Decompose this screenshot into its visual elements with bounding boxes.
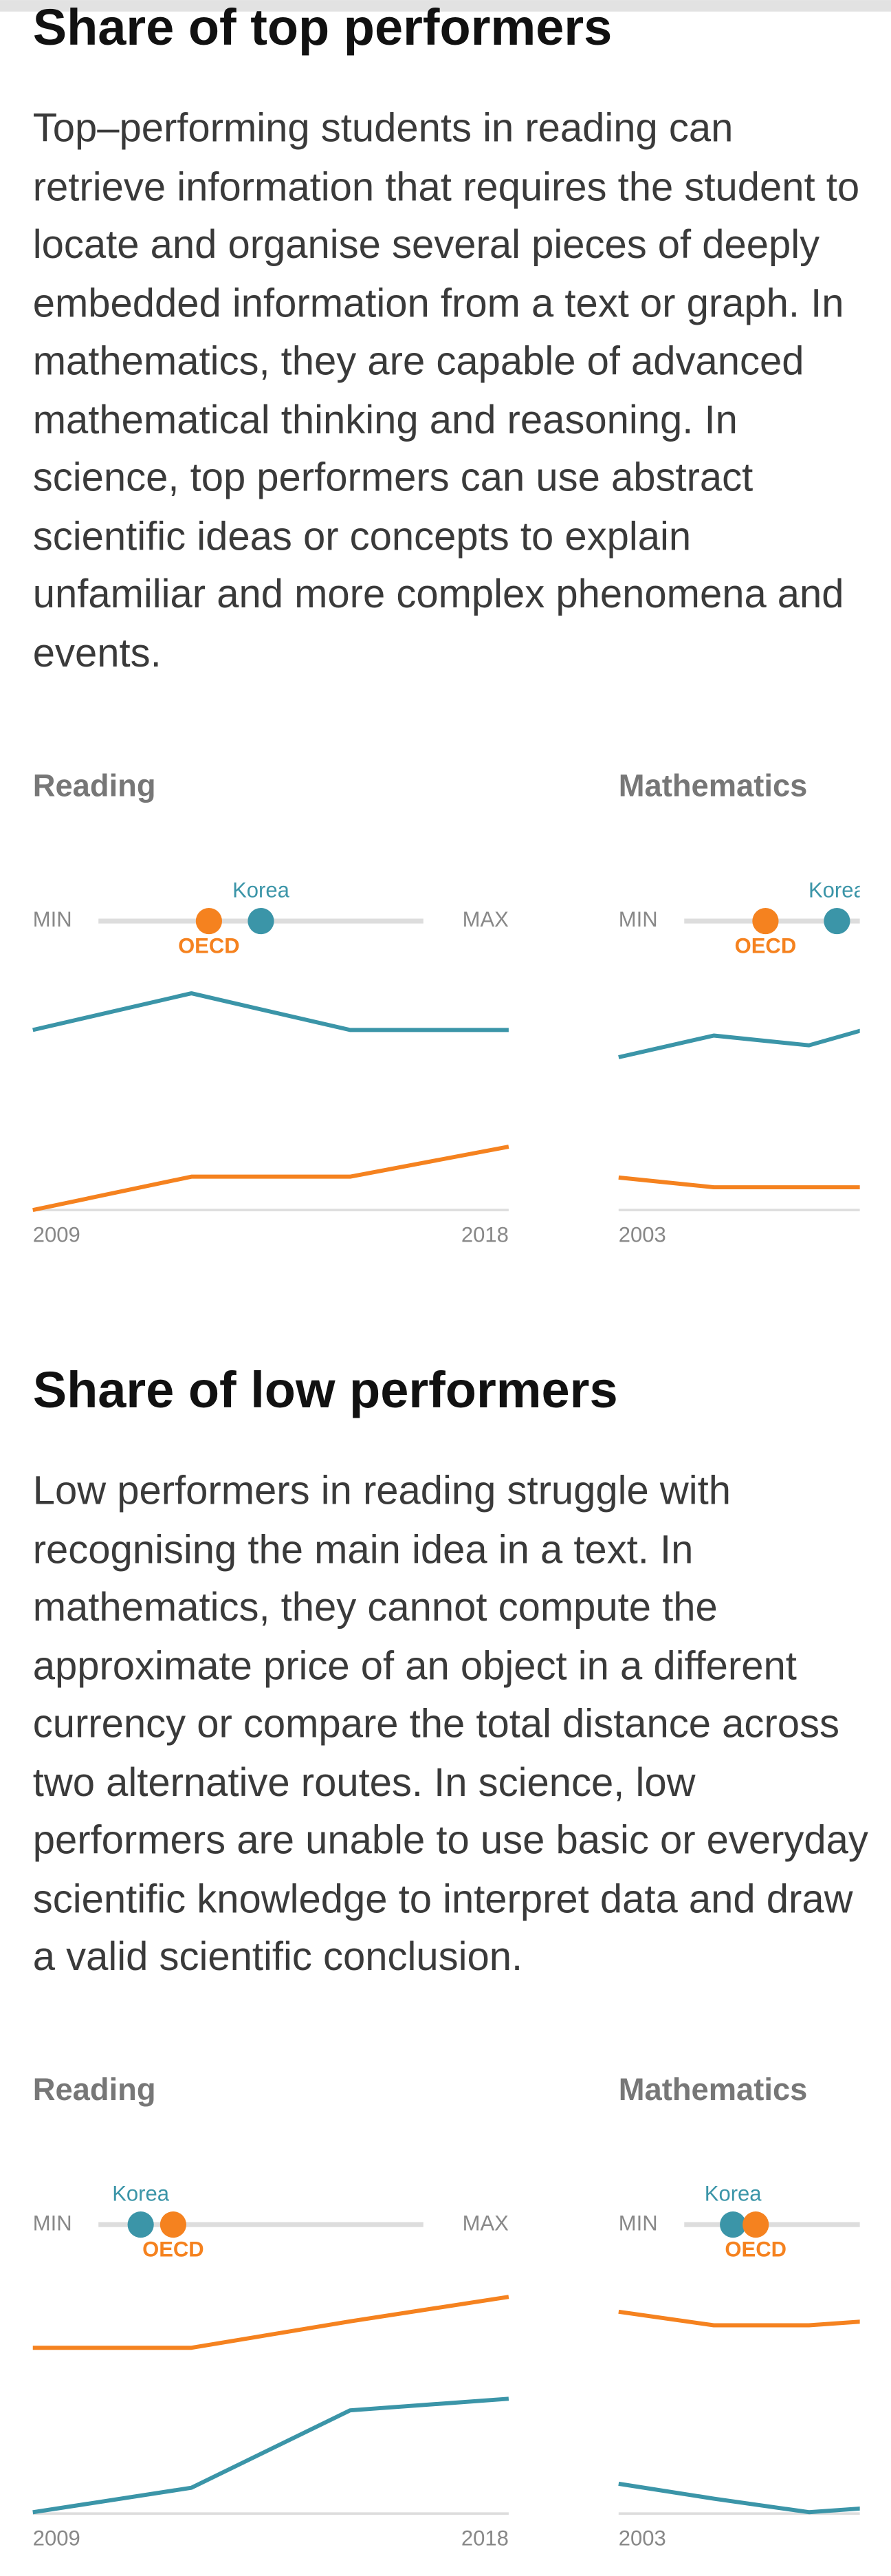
series-line: [618, 1028, 860, 1059]
chart-subject: Reading: [33, 2072, 156, 2107]
marker-dot: [160, 2211, 186, 2238]
series-line: [32, 1145, 509, 1213]
chart-subject: Mathematics: [619, 768, 808, 803]
marker-label: OECD: [178, 933, 240, 957]
series-line: [32, 991, 509, 1032]
chart: Reading MIN MAX Korea OECD 2009 2018: [32, 768, 509, 1247]
chart-subject: Mathematics: [619, 2072, 808, 2107]
chart: Mathematics MIN Korea OECD 2003: [618, 768, 866, 1247]
x-tick-label: 2018: [461, 2526, 509, 2551]
x-tick-label: 2003: [619, 1223, 666, 1247]
min-label: MIN: [619, 2211, 658, 2235]
paragraph-box: Low performers in reading struggle with …: [32, 1469, 868, 1980]
marker-label: Korea: [705, 2181, 762, 2205]
series-line: [32, 2295, 509, 2350]
x-tick-label: 2003: [619, 2526, 666, 2551]
series-line: [618, 2309, 860, 2328]
x-tick-label: 2009: [33, 2526, 80, 2551]
chart: Mathematics MIN Korea OECD 2003: [618, 2072, 860, 2551]
series-line: [618, 2481, 860, 2515]
top-bar: [0, 0, 891, 12]
max-label: MAX: [463, 907, 509, 931]
chart-subject: Reading: [33, 768, 156, 803]
paragraph: Low performers in reading struggle with …: [32, 1469, 868, 1980]
marker-label: OECD: [142, 2238, 204, 2262]
marker-dot: [195, 907, 222, 935]
series-line: [618, 1175, 860, 1190]
marker-dot: [248, 907, 274, 935]
marker-dot: [824, 907, 850, 935]
paragraph-box: Top–performing students in reading can r…: [32, 107, 860, 676]
chart: Reading MIN MAX Korea OECD 2009 2018: [32, 2072, 509, 2551]
x-tick-label: 2009: [33, 1223, 80, 1247]
marker-label: Korea: [808, 878, 866, 902]
marker-label: OECD: [725, 2238, 786, 2262]
marker-dot: [752, 907, 779, 935]
max-label: MAX: [463, 2211, 509, 2235]
marker-dot: [127, 2211, 154, 2238]
section-title: Share of low performers: [33, 1361, 618, 1418]
x-tick-label: 2018: [461, 1223, 509, 1247]
marker-label: Korea: [112, 2181, 170, 2205]
min-label: MIN: [33, 2211, 72, 2235]
marker-dot: [742, 2211, 769, 2238]
section-title: Share of top performers: [33, 0, 613, 56]
marker-label: OECD: [735, 933, 797, 957]
min-label: MIN: [33, 907, 72, 931]
marker-dot: [720, 2211, 747, 2238]
series-line: [32, 2396, 509, 2515]
min-label: MIN: [619, 907, 658, 931]
marker-label: Korea: [232, 878, 290, 902]
paragraph: Top–performing students in reading can r…: [32, 107, 860, 676]
